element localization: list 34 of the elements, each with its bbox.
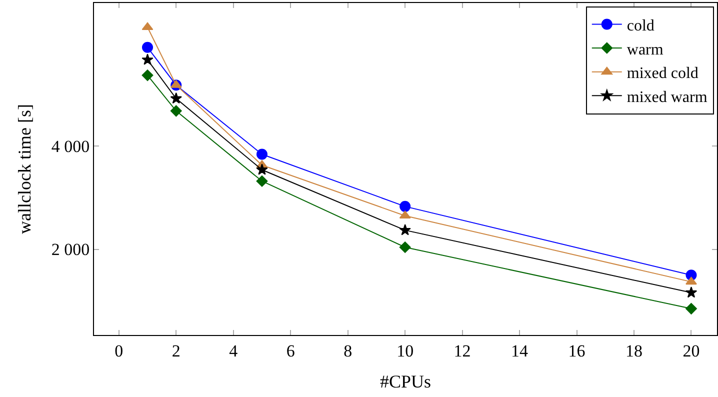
point	[170, 92, 182, 104]
point	[399, 224, 411, 236]
point	[142, 70, 154, 81]
legend-label: cold	[626, 17, 654, 34]
x-tick-label: 18	[626, 341, 643, 360]
x-tick-label: 2	[172, 341, 180, 360]
y-tick-label: 2 000	[51, 240, 90, 260]
x-tick-label: 14	[511, 341, 529, 360]
legend-label: mixed cold	[626, 65, 698, 82]
point	[400, 200, 411, 212]
x-tick-label: 0	[114, 341, 124, 360]
legend-label: warm	[626, 41, 664, 58]
x-tick-label: 4	[229, 341, 238, 360]
legend-label: mixed warm	[626, 88, 708, 106]
point	[256, 164, 268, 175]
x-tick-label: 10	[396, 341, 414, 360]
point	[170, 105, 182, 117]
x-tick-label: 12	[454, 341, 471, 360]
point	[256, 148, 268, 160]
y-axis-title: wallclock time [s]	[14, 104, 35, 234]
point	[142, 22, 154, 30]
y-tick-label: 4 000	[51, 136, 90, 156]
x-tick-label: 6	[286, 341, 295, 360]
point	[142, 54, 154, 65]
point	[686, 276, 697, 285]
point	[686, 302, 697, 314]
x-tick-label: 16	[568, 341, 586, 360]
point	[685, 286, 698, 298]
point	[142, 42, 154, 53]
point	[256, 175, 268, 187]
point	[399, 242, 411, 253]
x-tick-label: 8	[344, 341, 352, 360]
x-axis-title: #CPUs	[380, 372, 432, 392]
x-tick-label: 20	[682, 341, 700, 360]
